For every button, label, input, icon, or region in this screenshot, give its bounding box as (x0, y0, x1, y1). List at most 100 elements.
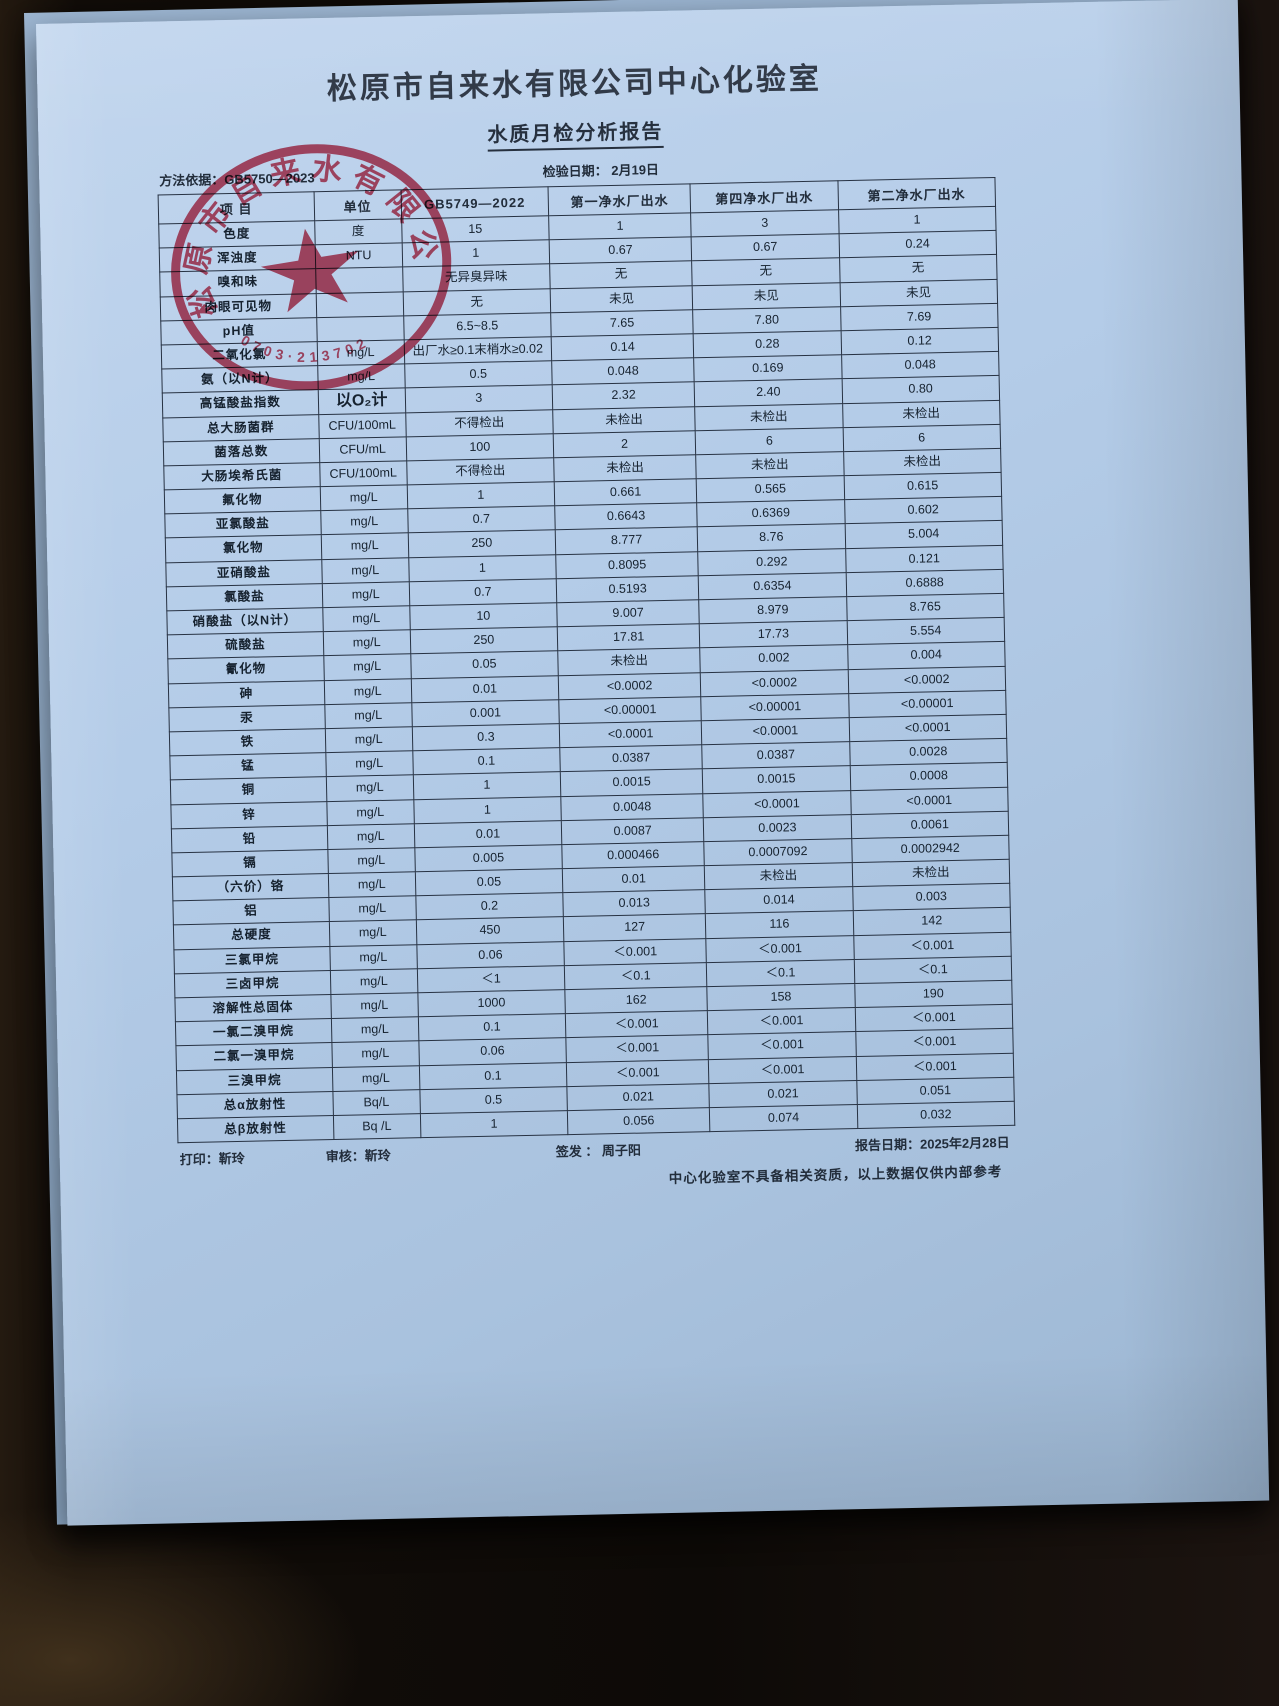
column-header-standard: GB5749—2022 (400, 186, 549, 219)
table-cell: 未检出 (557, 648, 701, 676)
table-cell: mg/L (332, 1065, 420, 1092)
table-cell: <0.0001 (703, 790, 851, 818)
table-cell: 未见 (692, 282, 841, 310)
table-cell: mg/L (321, 557, 409, 584)
table-cell: mg/L (331, 1041, 420, 1068)
table-cell: 0.051 (856, 1077, 1015, 1105)
table-cell: 0.602 (844, 496, 1003, 525)
table-cell: 17.81 (557, 623, 701, 652)
parameter-name: 色度 (158, 220, 315, 249)
parameter-name: 氨（以N计） (161, 365, 318, 394)
table-cell (315, 291, 404, 318)
column-header-plant1: 第一净水厂出水 (548, 183, 691, 216)
table-cell: 0.002 (700, 645, 848, 673)
table-cell: 9.007 (556, 599, 700, 627)
table-cell: 0.5 (404, 360, 553, 389)
table-cell: mg/L (330, 992, 419, 1019)
table-cell: 6 (695, 427, 844, 455)
parameter-name: 总β放射性 (177, 1115, 334, 1143)
parameter-name: 氯酸盐 (166, 583, 323, 611)
table-cell: 0.8095 (555, 551, 699, 579)
table-cell: ＜0.001 (854, 1004, 1013, 1032)
parameter-name: 砷 (168, 680, 325, 708)
table-cell: 1 (413, 771, 561, 800)
table-cell: 15 (401, 215, 550, 244)
table-cell: 0.005 (414, 844, 563, 872)
table-cell: <0.0001 (559, 720, 703, 748)
table-cell: 0.0387 (559, 744, 703, 772)
table-cell: 无异臭异味 (402, 264, 551, 292)
table-cell: ＜0.001 (855, 1028, 1014, 1057)
table-cell: ＜0.001 (707, 1007, 856, 1036)
table-cell: mg/L (325, 750, 414, 777)
table-cell: mg/L (327, 823, 415, 850)
report-sheet: 松原市自来水有限公司中心化验室 水质月检分析报告 方法依据：GB5750—202… (36, 0, 1270, 1526)
table-cell: 0.1 (418, 1013, 566, 1042)
table-cell: ＜0.1 (706, 959, 855, 987)
page-title: 松原市自来水有限公司中心化验室 (326, 62, 823, 106)
table-cell: ＜0.001 (563, 938, 707, 966)
table-cell: 0.0061 (850, 811, 1009, 839)
table-cell: 0.292 (697, 548, 846, 576)
table-cell: 0.05 (410, 651, 559, 679)
table-cell: 0.7 (407, 505, 556, 534)
parameter-name: 大肠埃希氏菌 (163, 462, 320, 490)
table-cell: <0.0001 (848, 714, 1007, 742)
table-cell: mg/L (322, 629, 411, 656)
report-content: 松原市自来水有限公司中心化验室 水质月检分析报告 方法依据：GB5750—202… (142, 32, 1017, 1197)
table-cell: 0.0002942 (851, 835, 1010, 863)
parameter-name: 铅 (171, 825, 328, 853)
table-cell: <0.0002 (847, 665, 1006, 694)
table-cell: 7.69 (840, 303, 999, 331)
table-cell: 未见 (550, 285, 693, 313)
table-cell: mg/L (327, 847, 416, 874)
parameter-name: 菌落总数 (163, 438, 320, 466)
test-date: 检验日期： 2月19日 (542, 161, 660, 180)
table-cell: 0.6369 (696, 499, 845, 528)
table-cell: <0.0001 (850, 786, 1009, 815)
table-cell: 250 (407, 530, 556, 558)
parameter-name: 一氯二溴甲烷 (175, 1018, 332, 1047)
table-cell: 0.0015 (560, 769, 704, 797)
column-header-plant4: 第四净水厂出水 (690, 180, 839, 213)
parameter-name: 氟化物 (164, 486, 321, 515)
table-cell: 8.979 (698, 596, 847, 624)
table-cell: 无 (549, 261, 693, 289)
table-cell: 8.777 (555, 527, 698, 555)
table-cell: 0.06 (418, 1038, 567, 1066)
table-cell: 2.32 (552, 382, 695, 410)
parameter-name: 嗅和味 (159, 269, 316, 297)
table-cell: mg/L (331, 1016, 419, 1043)
table-cell: 0.0387 (702, 741, 850, 770)
table-cell: 8.765 (846, 593, 1005, 621)
table-cell: mg/L (326, 799, 415, 826)
column-header-unit: 单位 (313, 189, 402, 221)
table-cell: 不得检出 (406, 457, 555, 485)
table-cell: 0.565 (696, 475, 845, 504)
table-cell: 1 (413, 796, 562, 824)
table-cell: 未检出 (694, 403, 843, 431)
table-cell: <0.0001 (701, 717, 850, 745)
table-cell: 7.80 (692, 306, 841, 334)
table-cell: 无 (839, 254, 998, 283)
table-cell: 0.0023 (703, 814, 852, 842)
table-cell: CFU/mL (318, 436, 407, 463)
table-cell: 0.80 (841, 375, 1000, 404)
table-cell: 度 (314, 218, 402, 245)
parameter-name: 三卤甲烷 (174, 970, 331, 998)
table-cell: 0.2 (415, 892, 564, 921)
table-cell: mg/L (317, 363, 405, 390)
table-cell: mg/L (322, 605, 410, 632)
table-cell: mg/L (316, 339, 405, 366)
table-cell: 0.3 (412, 723, 560, 751)
table-cell: 0.074 (709, 1104, 858, 1132)
parameter-name: 肉眼可见物 (160, 293, 317, 321)
table-cell: mg/L (328, 895, 417, 922)
table-cell: ＜0.001 (853, 931, 1012, 960)
table-cell: 未检出 (842, 399, 1001, 428)
parameter-name: 浑浊度 (159, 244, 316, 273)
table-cell: ＜1 (417, 965, 565, 993)
parameter-name: 锌 (170, 801, 328, 829)
table-cell: 0.12 (840, 327, 999, 355)
table-cell: 无 (402, 288, 551, 316)
